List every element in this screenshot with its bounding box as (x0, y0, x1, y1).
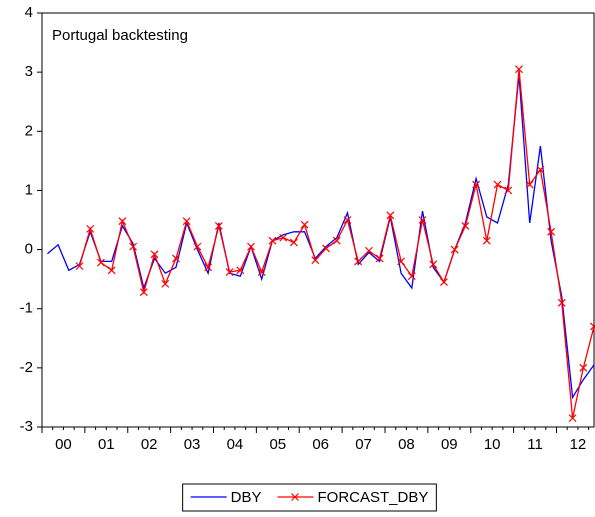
x-tick-label: 01 (98, 436, 115, 453)
series-marker (300, 220, 309, 229)
series-marker (504, 186, 513, 195)
series-marker (150, 250, 159, 259)
series-marker (322, 244, 330, 253)
series-marker (268, 236, 277, 245)
y-tick-label: 0 (25, 241, 33, 258)
y-tick-label: 2 (25, 122, 33, 139)
series-marker (579, 363, 588, 372)
x-tick-label: 09 (441, 436, 458, 453)
y-tick-label: 1 (25, 181, 33, 198)
plot-frame (41, 12, 595, 428)
series-marker (472, 180, 481, 189)
y-tick-label: -1 (20, 300, 33, 317)
x-tick-label: 07 (355, 436, 372, 453)
series-marker (418, 216, 427, 224)
series-marker (590, 322, 595, 331)
series-marker (397, 257, 405, 266)
legend-box (182, 483, 437, 512)
series-marker (257, 268, 266, 276)
series-marker (482, 236, 491, 245)
series-marker (375, 254, 384, 263)
series-marker (311, 256, 320, 265)
x-tick-label: 05 (269, 436, 286, 453)
legend-label: FORCAST_DBY (317, 489, 428, 506)
series-marker (247, 242, 255, 251)
series-marker (289, 238, 298, 247)
series-line (46, 75, 595, 400)
series-marker (407, 272, 416, 281)
y-tick-label: -2 (20, 359, 33, 376)
series-marker (193, 242, 202, 251)
x-tick-label: 06 (312, 436, 329, 453)
series-marker (161, 279, 170, 288)
series-marker (129, 242, 138, 251)
series-marker (568, 414, 577, 423)
series-marker (364, 246, 373, 255)
x-tick-label: 03 (184, 436, 201, 453)
series-marker (86, 224, 95, 233)
series-marker (461, 221, 470, 230)
series-marker (429, 260, 438, 269)
series-marker (547, 227, 556, 236)
series-marker (75, 262, 84, 271)
series-marker (97, 258, 105, 267)
series-marker (536, 165, 545, 174)
series-marker (204, 263, 213, 272)
series-marker (172, 254, 180, 263)
x-tick-label: 12 (570, 436, 587, 453)
series-marker (279, 233, 288, 242)
x-tick-label: 08 (398, 436, 415, 453)
series-marker (107, 266, 116, 275)
series-marker (557, 298, 566, 307)
x-tick-label: 11 (527, 436, 543, 453)
series-marker (343, 216, 352, 224)
x-tick-label: 10 (484, 436, 501, 453)
legend-marker (291, 493, 299, 501)
series-marker (139, 288, 148, 297)
series-marker (214, 221, 223, 230)
series-marker (493, 180, 502, 189)
series-marker (354, 257, 363, 266)
series-marker (225, 268, 234, 276)
y-tick-label: -3 (20, 418, 33, 435)
chart-title: Portugal backtesting (52, 27, 188, 44)
series-marker (450, 245, 459, 254)
series-marker (332, 236, 341, 245)
series-marker (182, 217, 191, 226)
x-tick-label: 04 (227, 436, 244, 453)
series-line (78, 69, 595, 419)
x-tick-label: 02 (141, 436, 158, 453)
x-tick-label: 00 (55, 436, 72, 453)
y-tick-label: 3 (25, 63, 33, 80)
series-marker (386, 211, 395, 220)
series-marker (236, 266, 245, 275)
series-marker (440, 278, 448, 287)
legend-label: DBY (231, 489, 262, 506)
series-marker (118, 217, 127, 226)
series-marker (525, 180, 534, 189)
series-marker (515, 65, 523, 74)
y-tick-label: 4 (25, 4, 33, 21)
